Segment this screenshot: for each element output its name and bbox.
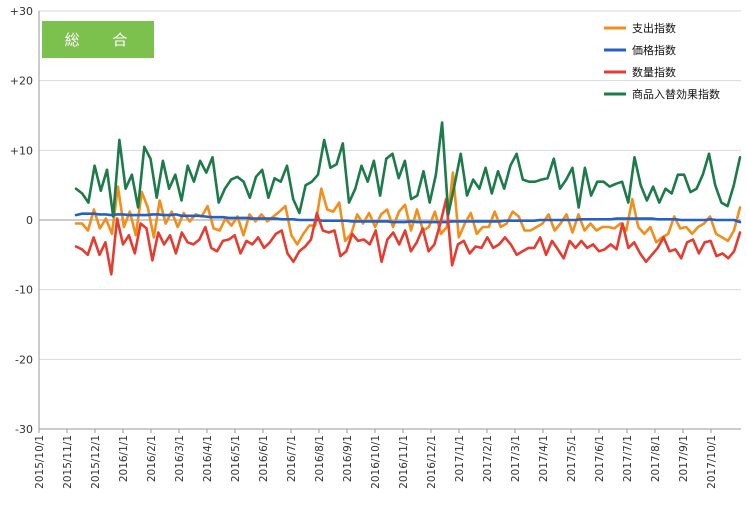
x-tick-label: 2016/2/1	[146, 435, 158, 482]
x-tick-label: 2017/10/1	[706, 435, 718, 489]
x-tick-label: 2016/8/1	[314, 435, 326, 482]
series-line	[74, 171, 742, 246]
x-tick-label: 2017/3/1	[510, 435, 522, 482]
x-tick-label: 2016/6/1	[258, 435, 270, 482]
x-tick-label: 2017/7/1	[622, 435, 634, 482]
x-tick-label: 2016/3/1	[174, 435, 186, 482]
x-tick-label: 2017/4/1	[538, 435, 550, 482]
y-tick-label: +20	[10, 75, 33, 88]
y-tick-label: -10	[15, 284, 33, 297]
series-lines	[74, 121, 742, 276]
x-tick-label: 2016/9/1	[342, 435, 354, 482]
x-tick-label: 2016/5/1	[230, 435, 242, 482]
y-tick-label: 0	[26, 214, 33, 227]
x-tick-label: 2016/10/1	[370, 435, 382, 489]
y-tick-label: +10	[10, 144, 33, 157]
series-line	[74, 197, 742, 276]
x-tick-label: 2017/5/1	[566, 435, 578, 482]
x-tick-label: 2016/12/1	[426, 435, 438, 489]
x-tick-label: 2017/9/1	[678, 435, 690, 482]
x-tick-label: 2016/7/1	[286, 435, 298, 482]
x-tick-label: 2017/1/1	[454, 435, 466, 482]
legend-label: 支出指数	[632, 21, 676, 35]
x-tick-label: 2015/10/1	[34, 435, 46, 489]
x-tick-label: 2016/1/1	[118, 435, 130, 482]
x-tick-label: 2017/6/1	[594, 435, 606, 482]
x-tick-label: 2016/11/1	[398, 435, 410, 489]
x-tick-label: 2015/11/1	[62, 435, 74, 489]
x-tick-label: 2016/4/1	[202, 435, 214, 482]
x-tick-label: 2015/12/1	[90, 435, 102, 489]
x-tick-label: 2017/8/1	[650, 435, 662, 482]
y-tick-labels: +30 +20 +10 0 -10 -20 -30	[10, 5, 33, 436]
legend-label: 商品入替効果指数	[632, 87, 720, 101]
y-tick-label: -20	[15, 353, 33, 366]
legend-label: 数量指数	[632, 65, 676, 79]
total-badge: 総 合	[42, 21, 154, 58]
axes	[38, 11, 741, 433]
x-tick-label: 2017/2/1	[482, 435, 494, 482]
series-line	[74, 121, 742, 218]
series-line	[74, 212, 742, 224]
y-tick-label: -30	[15, 423, 33, 436]
legend-label: 価格指数	[632, 43, 676, 57]
x-tick-labels: 2015/10/1 2015/11/1 2015/12/1 2016/1/1 2016/…	[34, 435, 718, 489]
y-tick-label: +30	[10, 5, 33, 18]
